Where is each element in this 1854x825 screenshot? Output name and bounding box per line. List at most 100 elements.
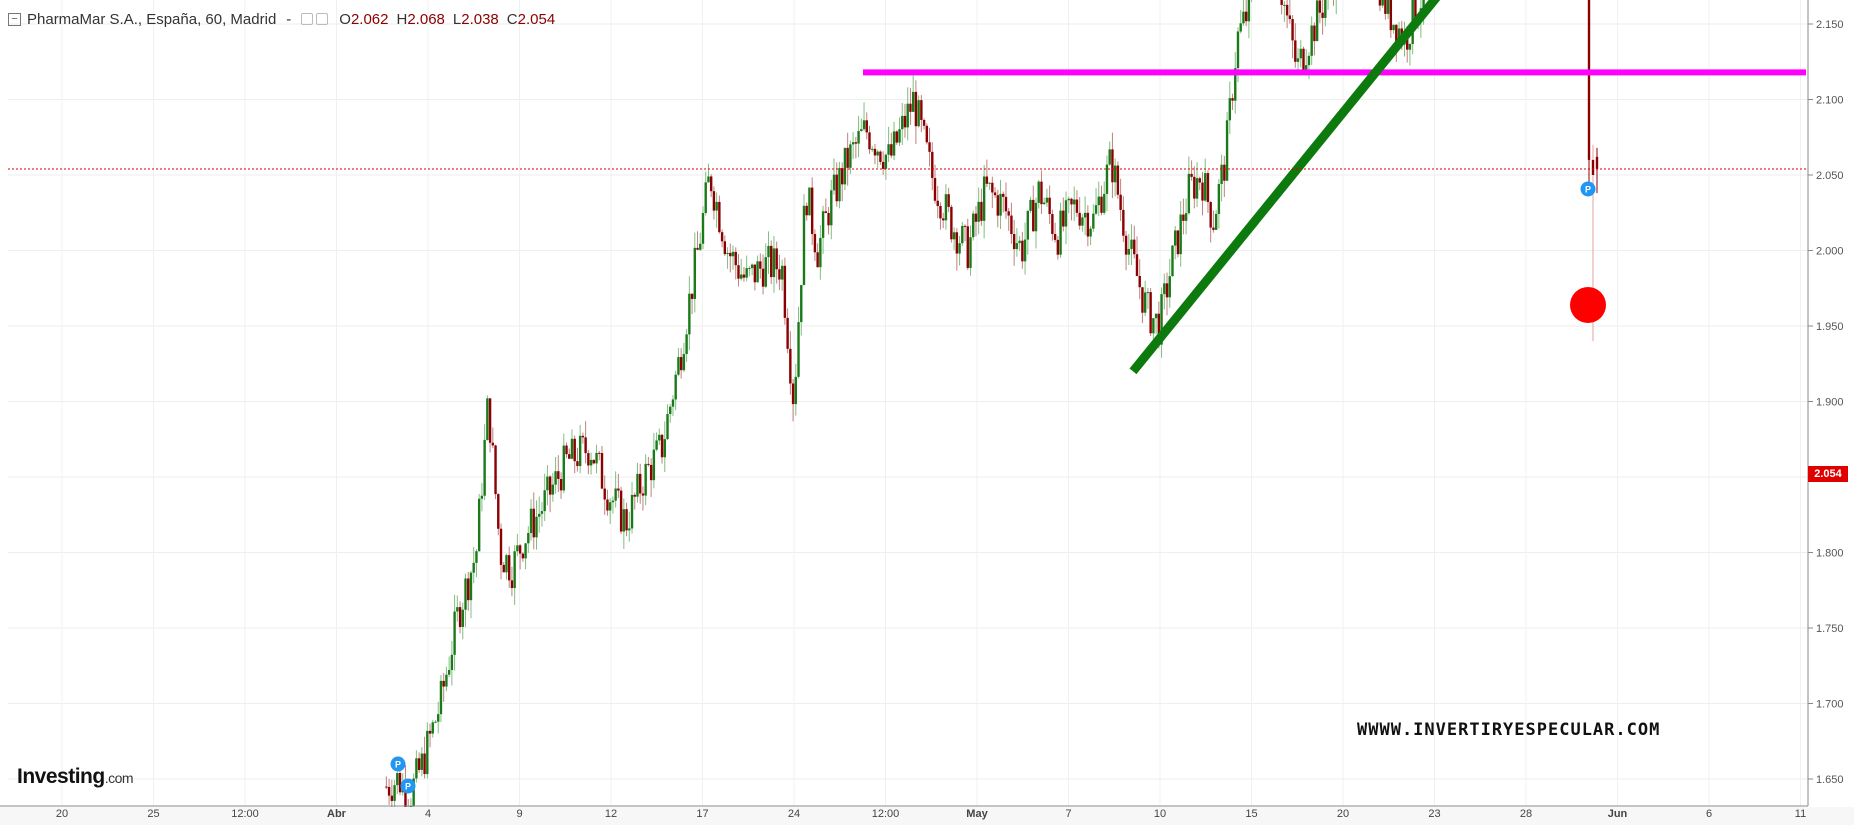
event-badge[interactable]: P: [390, 756, 406, 772]
candle-body: [608, 502, 612, 511]
candle-body: [1395, 24, 1398, 45]
candle-body: [1163, 283, 1166, 295]
candle-body: [483, 439, 486, 496]
candle-body: [1313, 25, 1316, 42]
candle-body: [1217, 183, 1221, 214]
badge-circle: [390, 756, 406, 772]
candle-body: [442, 680, 445, 687]
settings-icon[interactable]: [301, 13, 314, 25]
candle-body: [966, 226, 969, 268]
candle-body: [619, 490, 623, 532]
candle-body: [439, 680, 443, 715]
candle-body: [1595, 156, 1599, 169]
candle-body: [488, 398, 492, 443]
candle-body: [611, 500, 615, 503]
candle-body: [600, 453, 604, 489]
candle-body: [1195, 178, 1199, 199]
candle-body: [742, 274, 746, 278]
watermark-text: WWWW.INVERTIRYESPECULAR.COM: [1357, 720, 1661, 740]
collapse-toggle[interactable]: −: [8, 12, 21, 26]
low-label: L: [452, 10, 462, 28]
candle-body: [980, 201, 983, 221]
candle-body: [1021, 240, 1024, 262]
candle-body: [909, 103, 912, 112]
candle-body: [898, 129, 901, 143]
candle-body: [649, 464, 653, 481]
event-badge[interactable]: P: [400, 778, 416, 794]
candle-body: [723, 241, 727, 255]
candle-body: [677, 357, 680, 375]
candle-body: [565, 445, 568, 455]
candle-body: [1056, 239, 1060, 255]
candle-body: [972, 213, 975, 238]
candle-body: [1190, 173, 1193, 177]
candle-body: [652, 449, 656, 481]
candle-body: [1228, 98, 1231, 121]
y-tick-label: 2.050: [1816, 170, 1844, 182]
candle-body: [1010, 215, 1013, 235]
candle-body: [821, 211, 825, 238]
open-label: O: [339, 10, 351, 28]
breakdown-marker: [1570, 287, 1606, 323]
event-badge[interactable]: P: [1580, 181, 1596, 197]
x-tick-label: 24: [788, 808, 800, 820]
x-tick-label: 28: [1520, 808, 1532, 820]
candle-body: [426, 730, 429, 775]
candle-body: [832, 174, 836, 191]
candle-body: [417, 758, 421, 770]
candle-body: [589, 459, 593, 466]
candle-body: [887, 144, 890, 155]
candle-body: [756, 261, 759, 283]
candle-body: [840, 168, 844, 185]
y-tick-label: 2.100: [1816, 95, 1844, 107]
candle-body: [486, 398, 489, 440]
candle-body: [939, 206, 942, 219]
high-value: 2.068: [407, 10, 445, 28]
candle-body: [1157, 313, 1161, 345]
close-label: C: [506, 10, 518, 28]
candle-body: [1105, 164, 1109, 194]
candle-body: [658, 434, 661, 441]
x-tick-label: 7: [1065, 808, 1071, 820]
candles: [385, 0, 1599, 825]
candle-body: [1198, 178, 1201, 183]
candle-body: [603, 488, 606, 500]
candle-body: [477, 498, 481, 552]
candle-body: [1176, 230, 1180, 255]
candle-body: [538, 513, 541, 517]
candle-body: [1160, 294, 1163, 345]
candle-body: [827, 212, 830, 226]
candle-body: [1397, 28, 1401, 45]
candle-body: [1193, 176, 1196, 199]
candle-body: [862, 120, 866, 130]
low-value: 2.038: [461, 10, 499, 28]
candle-body: [456, 607, 459, 612]
candle-body: [431, 722, 434, 734]
x-tick-label: 10: [1154, 808, 1166, 820]
candle-body: [1247, 0, 1251, 22]
candle-body: [802, 205, 806, 286]
x-tick-label: Jun: [1608, 808, 1628, 820]
candle-body: [458, 607, 462, 627]
candle-body: [906, 103, 909, 128]
candle-body: [1097, 196, 1100, 206]
candle-body: [720, 232, 724, 242]
close-study-icon[interactable]: [316, 13, 329, 25]
candle-body: [598, 452, 601, 454]
candle-body: [982, 176, 986, 221]
candle-body: [1015, 243, 1019, 250]
candle-body: [1179, 214, 1182, 255]
candle-body: [704, 182, 707, 213]
investing-logo[interactable]: Investing.com: [17, 765, 134, 789]
candle-body: [548, 476, 552, 495]
candle-body: [950, 206, 953, 240]
candle-body: [1206, 173, 1210, 203]
candle-body: [969, 237, 972, 268]
candle-body: [1414, 0, 1417, 26]
candle-body: [1108, 149, 1111, 165]
candle-body: [674, 374, 677, 400]
candle-body: [1389, 0, 1393, 31]
candle-body: [636, 473, 639, 497]
candle-body: [922, 119, 926, 126]
